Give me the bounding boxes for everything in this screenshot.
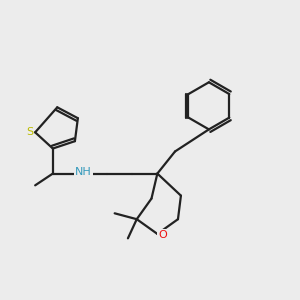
Text: NH: NH: [75, 167, 92, 177]
Text: O: O: [158, 230, 167, 239]
Text: S: S: [26, 127, 33, 137]
